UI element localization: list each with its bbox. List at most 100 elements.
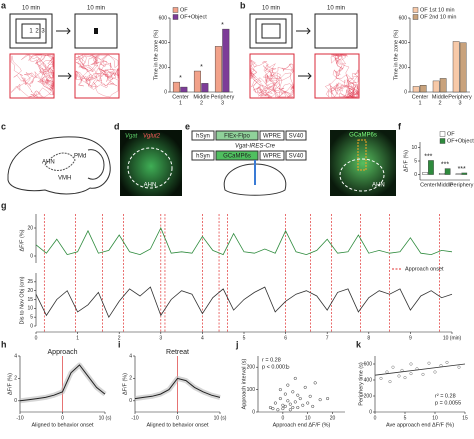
y-tick-label: 5 bbox=[414, 158, 417, 164]
region-label: AHN bbox=[42, 160, 55, 166]
point bbox=[291, 390, 295, 394]
axis-label: Approach interval (s) bbox=[241, 358, 247, 409]
arrow bbox=[298, 72, 312, 80]
panel-label: b bbox=[240, 0, 246, 10]
significance: * bbox=[200, 64, 203, 71]
panel-label: i bbox=[118, 339, 121, 349]
x-tick-label: 7 bbox=[326, 335, 329, 341]
point bbox=[433, 370, 437, 374]
point bbox=[313, 381, 317, 385]
x-tick-label: Middle bbox=[193, 94, 209, 100]
annotation: r² = 0.28 bbox=[435, 393, 456, 399]
bar bbox=[444, 168, 451, 175]
x-tick-label: 15 bbox=[462, 415, 468, 421]
region-outline bbox=[127, 147, 173, 189]
x-axis-label: Aligned to behavior onset bbox=[31, 422, 94, 428]
significance: * bbox=[221, 22, 224, 29]
y-tick-label: 0 bbox=[129, 398, 132, 404]
x-tick-label: 0 bbox=[374, 415, 377, 421]
axis-label: ΔF/F (%) bbox=[403, 150, 409, 172]
region-label: VMH bbox=[58, 176, 71, 182]
bar bbox=[193, 70, 201, 93]
region-label: AHN bbox=[144, 183, 157, 189]
y-tick-label: 0 bbox=[30, 253, 33, 259]
x-tick-label: 20 bbox=[330, 415, 336, 421]
x-tick-label: 10 bbox=[305, 415, 311, 421]
x-tick-label: Middle bbox=[437, 182, 453, 188]
significance: *** bbox=[441, 161, 449, 168]
y-tick-label: 100 bbox=[247, 387, 256, 393]
axis-label: ΔF/F (%) bbox=[19, 229, 25, 251]
duration: 10 min bbox=[22, 6, 40, 12]
annotation: r = 0.28 bbox=[262, 357, 281, 363]
bar bbox=[412, 86, 420, 93]
point bbox=[379, 376, 383, 380]
x-tick-label: 8 bbox=[367, 335, 370, 341]
point bbox=[278, 397, 282, 401]
zone bbox=[21, 23, 41, 39]
legend-swatch bbox=[172, 7, 179, 13]
zone-label: 2 bbox=[35, 29, 39, 35]
point bbox=[326, 397, 330, 401]
y-tick-label: 2 bbox=[129, 376, 132, 382]
x-tick-label: 6 bbox=[284, 335, 287, 341]
significance: * bbox=[179, 75, 182, 82]
y-tick-label: 0 bbox=[14, 398, 17, 404]
y-tick-label: 0 bbox=[369, 409, 372, 415]
zone-label: 1 bbox=[29, 29, 33, 35]
x-tick-label: Center bbox=[420, 182, 437, 188]
point bbox=[308, 394, 312, 398]
significance: *** bbox=[424, 153, 432, 160]
point bbox=[403, 376, 407, 380]
x-tick-label: Center bbox=[172, 94, 189, 100]
point bbox=[278, 388, 282, 392]
arrow bbox=[296, 27, 311, 35]
y-tick-label: 0 bbox=[414, 172, 417, 178]
trajectory bbox=[324, 54, 359, 98]
x-axis-label: Aligned to behavior onset bbox=[146, 422, 209, 428]
legend-label: OF bbox=[447, 131, 455, 137]
x-tick-label: 0 bbox=[281, 415, 284, 421]
bar bbox=[428, 160, 434, 175]
bar bbox=[432, 80, 440, 93]
bar bbox=[172, 81, 180, 93]
mean-line bbox=[19, 364, 106, 402]
marker: Vglut2 bbox=[143, 134, 161, 140]
chart-title: Retreat bbox=[166, 349, 189, 356]
panel-label: g bbox=[1, 200, 7, 210]
bar bbox=[455, 173, 462, 175]
legend-label: OF+Object bbox=[447, 138, 474, 144]
histology-e: GCaMP6s AHN bbox=[330, 130, 396, 196]
y-tick-label: 200 bbox=[399, 65, 408, 71]
point bbox=[298, 397, 302, 401]
point bbox=[311, 404, 315, 408]
y-tick-label: 600 bbox=[159, 15, 168, 21]
point bbox=[288, 408, 292, 412]
x-tick-label: Periphery bbox=[211, 94, 235, 100]
y-tick-label: 15 bbox=[27, 297, 33, 303]
y-tick-label: 0 bbox=[164, 89, 167, 95]
element: GCaMP6s bbox=[223, 154, 251, 160]
arena bbox=[9, 13, 53, 49]
y-tick-label: 20 bbox=[27, 288, 33, 294]
point bbox=[286, 365, 290, 369]
coronal-section bbox=[223, 163, 287, 196]
box bbox=[191, 150, 215, 161]
y-tick-label: 20 bbox=[27, 225, 33, 231]
point bbox=[293, 376, 297, 380]
zone bbox=[261, 23, 281, 39]
x-tick-label: -10 bbox=[131, 415, 138, 421]
x-tick-label: Periphery bbox=[450, 182, 474, 188]
arrow bbox=[56, 27, 71, 35]
x-tick-label: 0 bbox=[61, 415, 64, 421]
arena bbox=[314, 13, 358, 49]
x-tick-label: Center bbox=[412, 94, 429, 100]
axis-label: Time in the zone (%) bbox=[393, 30, 399, 81]
x-tick-label: 4 bbox=[201, 335, 204, 341]
bar bbox=[461, 172, 468, 175]
point bbox=[457, 365, 461, 369]
y-tick-label: 10 bbox=[27, 306, 33, 312]
x-tick-label: 2 bbox=[118, 335, 121, 341]
y-tick-label: 600 bbox=[399, 15, 408, 21]
image bbox=[330, 130, 396, 196]
